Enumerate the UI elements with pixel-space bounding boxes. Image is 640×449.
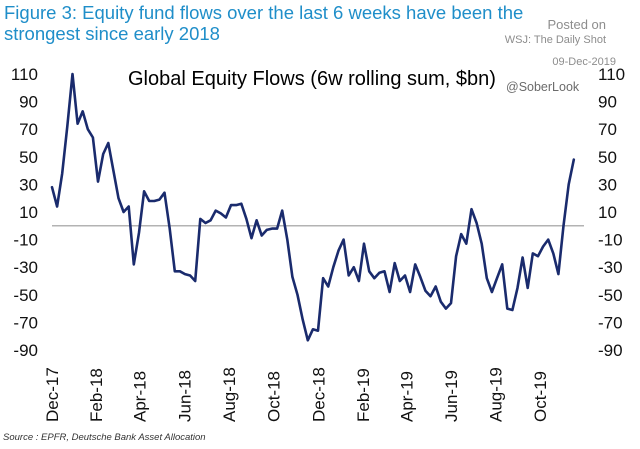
y-tick-label-right: -70	[598, 313, 623, 332]
y-axis-left: 110 90 70 50 30 10 -10 -30 -50 -70 -90	[11, 65, 38, 360]
y-tick-label-right: 110	[598, 65, 625, 84]
y-tick-label-right: 50	[598, 148, 617, 167]
y-tick-label-left: 90	[19, 93, 38, 112]
x-axis: Dec-17 Feb-18 Apr-18 Jun-18 Aug-18 Oct-18 Dec-…	[43, 367, 550, 422]
y-tick-label-right: -90	[598, 341, 623, 360]
y-tick-label-left: -90	[13, 341, 38, 360]
x-tick-label: Dec-18	[310, 367, 329, 422]
x-tick-label: Aug-19	[487, 367, 506, 422]
y-tick-label-right: -30	[598, 258, 623, 277]
posted-on-stamp: Posted on	[547, 17, 606, 32]
y-tick-label-left: -30	[13, 258, 38, 277]
y-tick-label-left: -50	[13, 286, 38, 305]
x-tick-label: Feb-19	[354, 368, 373, 422]
x-tick-label: Aug-18	[220, 367, 239, 422]
y-tick-label-left: 110	[11, 65, 38, 84]
posted-date-stamp: 09-Dec-2019	[552, 56, 616, 68]
x-tick-label: Jun-19	[442, 370, 461, 422]
y-tick-label-left: 70	[19, 120, 38, 139]
figure-title: Figure 3: Equity fund flows over the las…	[4, 2, 524, 44]
y-tick-label-right: -10	[598, 231, 623, 250]
author-handle: @SoberLook	[506, 80, 580, 94]
y-tick-label-left: 30	[19, 175, 38, 194]
series-line-global-equity-flows	[50, 72, 576, 342]
y-tick-label-right: 70	[598, 120, 617, 139]
y-tick-label-right: 30	[598, 175, 617, 194]
x-tick-label: Apr-18	[130, 371, 149, 422]
y-tick-label-right: -50	[598, 286, 623, 305]
y-tick-label-left: 50	[19, 148, 38, 167]
x-tick-label: Jun-18	[175, 370, 194, 422]
x-tick-label: Oct-19	[531, 371, 550, 422]
y-axis-right: 110 90 70 50 30 10 -10 -30 -50 -70 -90	[598, 65, 625, 360]
source-site-stamp: WSJ: The Daily Shot	[504, 34, 606, 46]
y-tick-label-left: -70	[13, 313, 38, 332]
x-tick-label: Oct-18	[264, 371, 283, 422]
y-tick-label-left: 10	[19, 203, 38, 222]
y-tick-label-right: 10	[598, 203, 617, 222]
x-tick-label: Apr-19	[397, 371, 416, 422]
source-note: Source : EPFR, Deutsche Bank Asset Alloc…	[3, 432, 206, 443]
y-tick-label-left: -10	[13, 231, 38, 250]
y-tick-label-right: 90	[598, 93, 617, 112]
x-tick-label: Feb-18	[87, 368, 106, 422]
x-tick-label: Dec-17	[43, 367, 62, 422]
chart-title: Global Equity Flows (6w rolling sum, $bn…	[128, 68, 496, 90]
